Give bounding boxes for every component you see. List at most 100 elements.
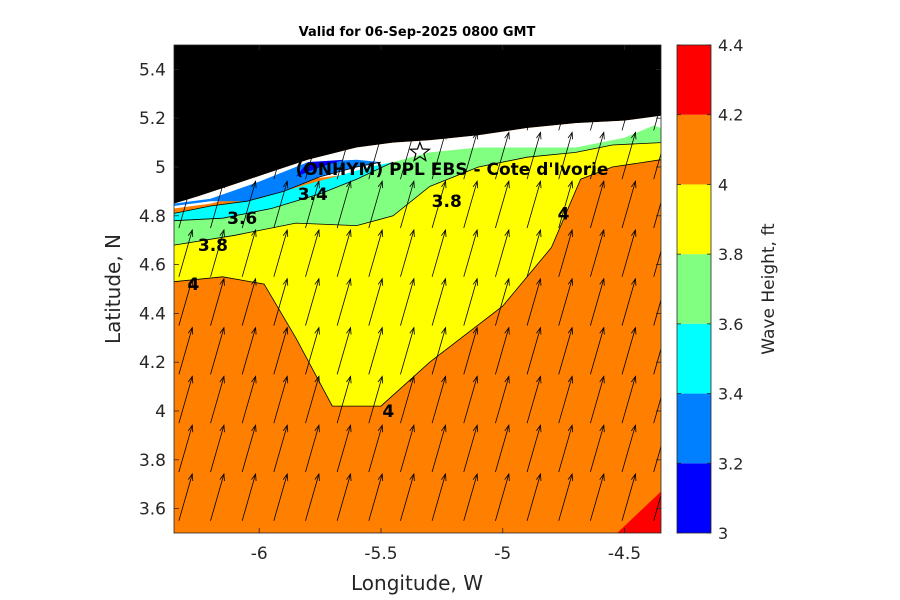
arrow-icon [305,180,320,229]
arrow-head [599,277,605,286]
arrow-shaft [526,229,541,277]
arrow-shaft [463,425,478,473]
contour-label: 3.8 [432,192,462,212]
arrow-head [377,277,384,286]
arrow-shaft [590,229,605,277]
arrow-shaft [336,181,351,229]
arrow-shaft [653,493,661,521]
chart-title: Valid for 06-Sep-2025 0800 GMT [299,25,536,40]
arrow-shaft [273,473,288,521]
arrow-head [219,228,225,237]
arrow-head [599,326,605,335]
arrow-head [472,326,479,335]
arrow-shaft [241,425,256,473]
arrow-shaft [431,473,446,521]
arrow-shaft [495,181,510,229]
arrow-head [377,228,384,237]
arrow-shaft [241,229,256,277]
arrow-head [504,277,510,286]
arrow-head [663,230,668,237]
arrow-shaft [368,132,383,180]
arrow-shaft [273,132,288,180]
region-band-3.2-3.4 [174,159,381,206]
arrow-head [219,131,225,140]
arrow-head [599,375,605,384]
arrow-icon [368,326,384,375]
arrow-head [251,131,257,140]
arrow-head [282,326,289,335]
arrow-icon [336,277,352,326]
arrow-head [504,180,510,189]
arrow-head [536,277,542,286]
arrow-icon [526,228,542,277]
arrow-head [663,181,668,188]
arrow-head [314,424,320,433]
arrow-icon [431,375,447,424]
arrow-shaft [305,181,320,229]
arrow-head [377,180,384,189]
arrow-head [409,131,415,140]
arrow-icon [590,375,605,424]
arrow-icon [590,472,605,521]
arrow-icon [590,131,605,180]
colorbar-tick-label: 3.6 [718,315,743,334]
colorbar-tick-label: 4 [718,175,728,194]
arrow-head [631,131,637,140]
arrow-shaft [558,181,573,229]
arrow-icon [336,326,352,375]
arrow-head [282,82,289,91]
colorbar-tick-label: 3.2 [718,454,743,473]
arrow-shaft [305,327,320,375]
arrow-icon [495,277,510,326]
arrow-shaft [178,473,193,521]
arrow-head [536,326,542,335]
arrow-icon [336,375,352,424]
site-label: (ONHYM) PPL EBS - Cote d'Ivorie [296,160,609,180]
arrow-icon [526,180,542,229]
arrow-head [346,180,352,189]
arrow-icon [336,472,352,521]
arrow-head [441,375,447,384]
arrow-shaft [273,83,288,131]
arrow-icon [653,103,661,131]
arrow-head [314,326,320,335]
arrow-shaft [431,229,446,277]
arrow-shaft [178,181,193,229]
arrow-icon [178,131,194,180]
arrow-head [631,326,637,335]
x-tick-label: -5 [494,544,511,564]
x-tick-label: -5.5 [364,544,397,564]
arrow-icon [653,230,668,277]
arrow-icon [590,180,605,229]
arrow-shaft [368,473,383,521]
arrow-head [567,375,574,384]
arrow-icon [558,228,574,277]
arrow-shaft [368,83,383,131]
arrow-shaft [368,278,383,326]
arrow-shaft [621,425,636,473]
arrow-shaft [526,425,541,473]
arrow-head [314,375,320,384]
arrow-head [567,326,574,335]
arrow-head [219,277,225,286]
arrow-icon [241,326,257,375]
arrow-shaft [273,376,288,424]
arrow-shaft [590,132,605,180]
arrow-icon [526,326,542,375]
y-axis-label: Latitude, N [101,234,125,344]
arrow-icon [463,472,479,521]
arrow-shaft [590,425,605,473]
arrow-shaft [178,278,193,326]
arrow-icon [368,472,384,521]
arrow-shaft [178,425,193,473]
arrow-icon [178,424,194,473]
arrow-icon [400,472,415,521]
arrow-head [441,424,447,433]
arrow-shaft [273,425,288,473]
arrow-icon [273,131,289,180]
contour-line-3.4 [174,161,382,214]
arrow-icon [336,424,352,473]
plot-frame [173,44,662,534]
arrow-icon [431,180,447,229]
arrow-shaft [400,376,415,424]
